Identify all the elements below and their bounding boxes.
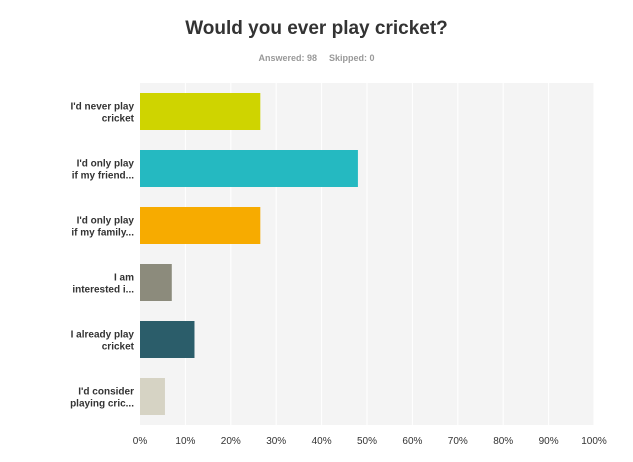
x-axis-ticks: 0% 10% 20% 30% 40% 50% 60% 70% 80% 90% 100% xyxy=(133,436,607,447)
x-tick-label: 60% xyxy=(402,436,422,447)
answered-count: Answered: 98 xyxy=(258,53,317,63)
bars xyxy=(140,93,358,415)
x-tick-label: 10% xyxy=(175,436,195,447)
category-label: cricket xyxy=(102,114,135,125)
category-label: interested i... xyxy=(72,285,134,296)
category-label: I'd never play xyxy=(70,102,134,113)
bar xyxy=(140,93,261,130)
category-label: cricket xyxy=(102,342,135,353)
bar xyxy=(140,150,358,187)
category-label: I already play xyxy=(71,330,135,341)
x-tick-label: 0% xyxy=(133,436,148,447)
category-label: if my family... xyxy=(71,228,134,239)
x-tick-label: 80% xyxy=(493,436,513,447)
category-label: I'd only play xyxy=(77,159,135,170)
chart-title: Would you ever play cricket? xyxy=(185,18,448,39)
bar xyxy=(140,207,261,244)
x-tick-label: 30% xyxy=(266,436,286,447)
skipped-count: Skipped: 0 xyxy=(329,53,375,63)
bar xyxy=(140,321,195,358)
category-label: if my friend... xyxy=(72,171,134,182)
x-tick-label: 40% xyxy=(312,436,332,447)
x-tick-label: 70% xyxy=(448,436,468,447)
grid-lines xyxy=(184,83,595,425)
category-label: playing cric... xyxy=(70,399,134,410)
x-tick-label: 50% xyxy=(357,436,377,447)
category-label: I'd consider xyxy=(78,387,134,398)
bar xyxy=(140,378,165,415)
category-label: I am xyxy=(114,273,134,284)
bar xyxy=(140,264,172,301)
x-tick-label: 20% xyxy=(221,436,241,447)
response-stats: Answered: 98 Skipped: 0 xyxy=(0,53,633,63)
x-tick-label: 90% xyxy=(539,436,559,447)
x-tick-label: 100% xyxy=(581,436,607,447)
category-label: I'd only play xyxy=(77,216,135,227)
